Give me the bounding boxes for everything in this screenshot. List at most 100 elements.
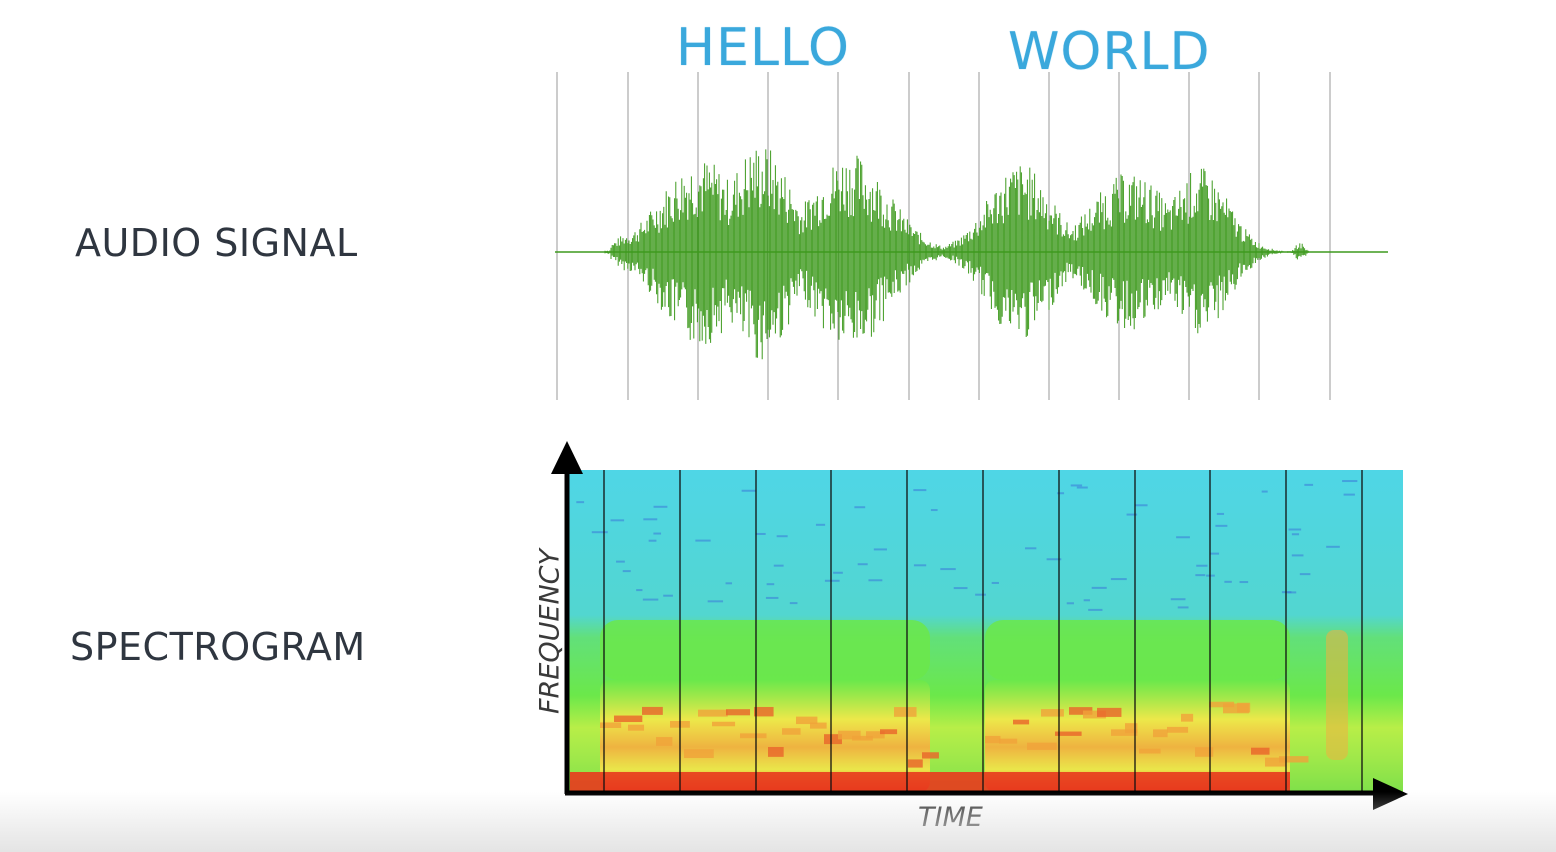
noise-speck <box>1224 580 1232 583</box>
energy-streak <box>600 722 622 729</box>
noise-speck <box>1239 581 1249 584</box>
noise-speck <box>815 523 826 526</box>
noise-speck <box>833 571 843 574</box>
noise-speck <box>1326 545 1340 548</box>
noise-speck <box>1177 606 1189 609</box>
energy-streak <box>1209 701 1235 708</box>
energy-streak <box>796 716 818 725</box>
energy-streak <box>999 738 1018 744</box>
noise-speck <box>622 570 631 573</box>
noise-speck <box>1304 483 1314 486</box>
energy-streak <box>1027 742 1057 750</box>
noise-speck <box>975 593 986 596</box>
formant-band <box>985 620 1290 680</box>
noise-speck <box>1216 512 1225 515</box>
energy-band <box>985 680 1290 792</box>
energy-streak <box>1153 729 1168 738</box>
energy-streak <box>656 737 673 746</box>
energy-streak <box>726 709 751 716</box>
noise-speck <box>824 579 840 582</box>
noise-speck <box>1046 558 1062 561</box>
noise-speck <box>616 560 625 563</box>
noise-speck <box>653 532 662 535</box>
energy-streak <box>1223 703 1249 714</box>
spectrogram-gridlines <box>603 470 1363 792</box>
noise-speck <box>1342 480 1358 483</box>
noise-speck <box>1261 490 1268 493</box>
noise-speck <box>636 589 643 592</box>
noise-speck <box>765 596 779 599</box>
energy-streak <box>1251 747 1270 755</box>
noise-speck <box>695 539 711 542</box>
noise-speck <box>1343 493 1355 496</box>
arrow-up-icon <box>551 441 583 474</box>
energy-streak <box>712 721 736 727</box>
spectrogram-energy <box>570 480 1358 792</box>
energy-burst <box>1326 630 1348 760</box>
energy-streak <box>740 733 767 739</box>
frequency-axis-label: FREQUENCY <box>534 549 566 714</box>
energy-streak <box>985 735 1001 744</box>
noise-speck <box>1070 484 1083 487</box>
noise-speck <box>1110 578 1127 581</box>
noise-speck <box>1209 552 1220 555</box>
noise-speck <box>776 535 788 538</box>
noise-speck <box>643 518 658 521</box>
word-world: WORLD <box>1008 22 1211 82</box>
noise-speck <box>663 594 673 597</box>
energy-streak <box>1069 707 1093 715</box>
energy-streak <box>1083 710 1106 719</box>
formant-band <box>600 620 930 680</box>
noise-speck <box>1291 533 1300 536</box>
energy-streak <box>1041 709 1064 717</box>
noise-speck <box>913 564 927 567</box>
energy-streak <box>768 746 784 757</box>
energy-streak <box>1181 713 1194 722</box>
energy-streak <box>1265 757 1287 767</box>
noise-speck <box>725 582 733 585</box>
energy-streak <box>1097 707 1122 717</box>
noise-speck <box>1299 573 1311 576</box>
noise-speck <box>1195 574 1206 577</box>
energy-streak <box>642 706 663 715</box>
noise-speck <box>1057 492 1065 495</box>
energy-streak <box>866 731 885 739</box>
waveform-trace <box>604 149 1314 360</box>
noise-speck <box>1091 586 1107 589</box>
energy-streak <box>1195 747 1214 757</box>
noise-speck <box>766 583 775 586</box>
energy-streak <box>852 735 873 741</box>
noise-speck <box>610 519 625 522</box>
noise-speck <box>1281 591 1292 594</box>
word-hello: HELLO <box>676 18 850 78</box>
noise-speck <box>1083 599 1090 602</box>
energy-streak <box>838 730 861 740</box>
noise-speck <box>857 563 868 566</box>
energy-streak <box>684 749 714 758</box>
noise-speck <box>1126 513 1138 516</box>
noise-speck <box>991 581 999 584</box>
noise-speck <box>1135 504 1148 507</box>
noise-speck <box>873 548 887 551</box>
noise-speck <box>741 489 756 492</box>
noise-speck <box>1288 528 1302 531</box>
noise-speck <box>1291 554 1304 557</box>
noise-speck <box>1025 547 1037 550</box>
noise-speck <box>707 600 724 603</box>
noise-speck <box>1176 536 1190 539</box>
noise-speck <box>854 506 866 509</box>
energy-streak <box>698 709 728 717</box>
energy-streak <box>894 707 917 717</box>
noise-speck <box>755 532 766 535</box>
noise-speck <box>576 501 585 504</box>
noise-speck <box>940 568 956 571</box>
energy-streak <box>754 706 774 717</box>
energy-streak <box>1055 731 1082 736</box>
noise-speck <box>1076 486 1088 489</box>
spectrogram-label: SPECTROGRAM <box>70 625 366 669</box>
noise-speck <box>868 579 883 582</box>
noise-speck <box>591 531 608 534</box>
noise-speck <box>773 564 784 567</box>
